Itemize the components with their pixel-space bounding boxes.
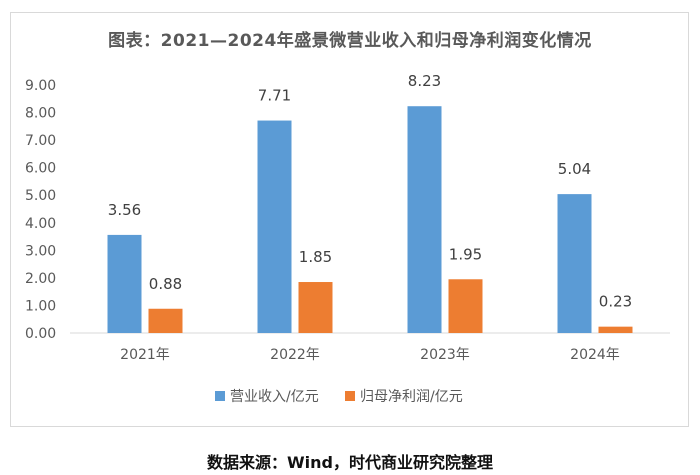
data-label: 5.04 <box>558 160 591 178</box>
bar-series-2 <box>298 282 333 333</box>
y-tick-label: 7.00 <box>25 133 56 149</box>
bar-series-2 <box>598 326 633 333</box>
bar-chart: 0.00 1.00 2.00 3.00 4.00 5.00 6.00 7.00 8.00 9.00… <box>25 72 670 405</box>
data-labels: 3.56 0.88 7.71 1.85 8.23 1.95 5.04 0.23 <box>108 72 632 310</box>
source-caption: 数据来源：Wind，时代商业研究院整理 <box>207 453 493 472</box>
x-tick-label: 2022年 <box>270 347 320 363</box>
y-tick-label: 6.00 <box>25 161 56 177</box>
x-axis-ticks: 2021年 2022年 2023年 2024年 <box>120 347 620 363</box>
x-tick-label: 2024年 <box>570 347 620 363</box>
y-tick-label: 8.00 <box>25 106 56 122</box>
bar-series-2 <box>148 308 183 333</box>
legend-label-1: 营业收入/亿元 <box>230 389 319 405</box>
data-label: 7.71 <box>258 87 291 105</box>
chart-title: 图表：2021—2024年盛景微营业收入和归母净利润变化情况 <box>108 31 592 51</box>
bar-series-1 <box>407 106 442 334</box>
y-tick-label: 0.00 <box>25 326 56 342</box>
y-tick-label: 1.00 <box>25 298 56 314</box>
y-tick-label: 9.00 <box>25 78 56 94</box>
data-label: 3.56 <box>108 201 141 219</box>
bar-series-1 <box>257 120 292 334</box>
bar-series-1 <box>107 234 142 333</box>
y-tick-label: 5.00 <box>25 188 56 204</box>
legend-swatch-2 <box>345 391 355 401</box>
x-tick-label: 2021年 <box>120 347 170 363</box>
y-tick-label: 4.00 <box>25 216 56 232</box>
data-label: 1.85 <box>299 248 332 266</box>
data-label: 8.23 <box>408 72 441 90</box>
y-axis-ticks: 0.00 1.00 2.00 3.00 4.00 5.00 6.00 7.00 8.00 9.00 <box>25 78 56 342</box>
legend: 营业收入/亿元 归母净利润/亿元 <box>215 388 463 405</box>
legend-label-2: 归母净利润/亿元 <box>360 388 463 405</box>
bar-series-2 <box>448 279 483 333</box>
x-tick-label: 2023年 <box>420 347 470 363</box>
bars <box>107 106 633 334</box>
bar-series-1 <box>557 194 592 333</box>
y-tick-label: 2.00 <box>25 271 56 287</box>
data-label: 1.95 <box>449 245 482 263</box>
data-label: 0.88 <box>149 275 182 293</box>
legend-swatch-1 <box>215 391 225 401</box>
data-label: 0.23 <box>599 293 632 311</box>
y-tick-label: 3.00 <box>25 243 56 259</box>
